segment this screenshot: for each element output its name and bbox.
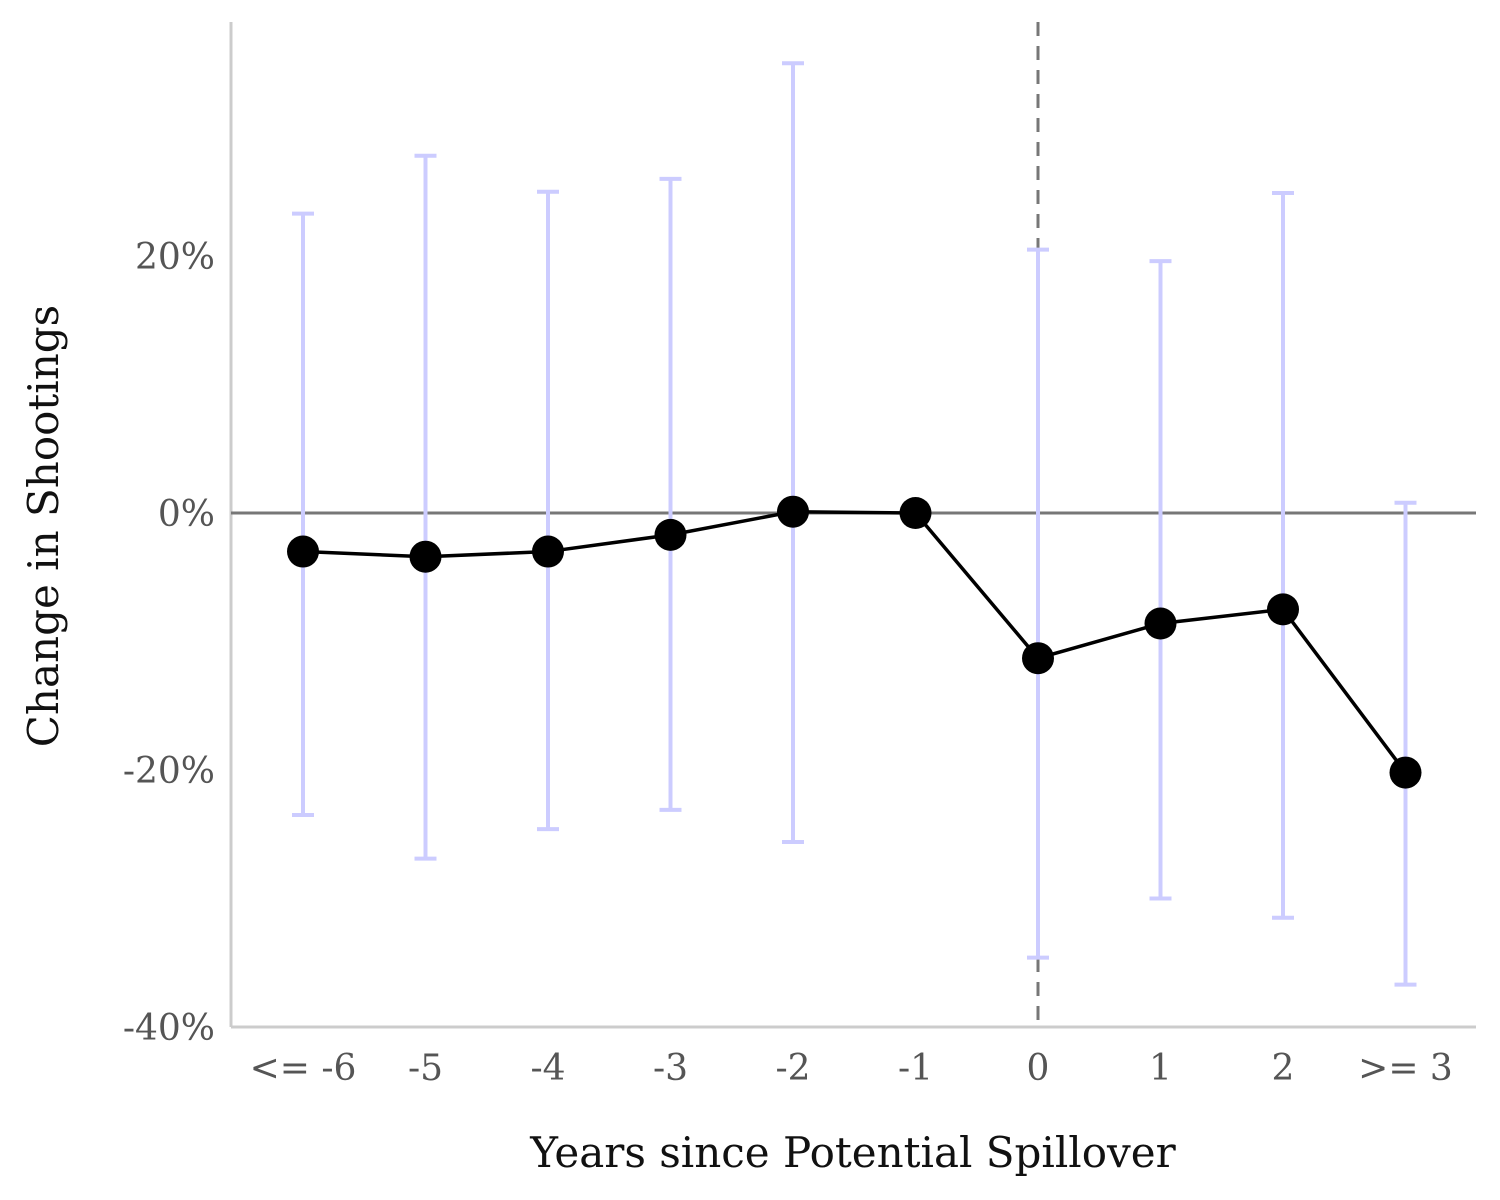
- data-point: [1144, 607, 1177, 640]
- data-point: [1022, 642, 1054, 675]
- error-bar: [1149, 259, 1172, 901]
- x-tick-label: -4: [530, 1048, 565, 1089]
- data-point: [1389, 756, 1422, 789]
- error-bar: [659, 176, 682, 812]
- error-bar: [1272, 191, 1294, 920]
- data-point: [1267, 593, 1299, 626]
- data-point: [409, 540, 442, 573]
- series: [287, 495, 1422, 789]
- error-bars: [292, 61, 1417, 987]
- y-tick-label: -40%: [123, 1008, 215, 1049]
- x-tick-label: <= -6: [250, 1048, 357, 1089]
- data-point: [654, 518, 687, 551]
- y-tick-label: 20%: [135, 237, 215, 278]
- data-point: [287, 535, 319, 568]
- error-bar: [414, 153, 437, 861]
- series-line: [302, 509, 1407, 774]
- error-bar: [1027, 247, 1049, 960]
- x-tick-label: -5: [408, 1048, 443, 1089]
- axes: [229, 22, 1476, 1029]
- data-point: [899, 497, 932, 529]
- data-point: [777, 495, 809, 528]
- x-tick-label: -3: [653, 1048, 688, 1089]
- x-tick-label: -2: [775, 1048, 810, 1089]
- y-tick-label: 0%: [158, 494, 215, 535]
- x-tick-label: 2: [1272, 1048, 1295, 1089]
- error-bar: [292, 211, 314, 817]
- x-tick-label: -1: [898, 1048, 933, 1089]
- error-bar: [1394, 500, 1417, 987]
- error-bar: [537, 189, 559, 832]
- error-bar: [782, 61, 804, 844]
- y-tick-label: -20%: [123, 751, 215, 792]
- y-axis-title: Change in Shootings: [19, 305, 68, 747]
- tick-labels: 20% 0% -20% -40% <= -6 -5 -4 -3 -2 -1 0 1 2 >= 3: [123, 237, 1453, 1089]
- x-axis-title: Years since Potential Spillover: [529, 1128, 1176, 1177]
- reference-lines: [231, 22, 1476, 1027]
- x-tick-label: >= 3: [1358, 1048, 1453, 1089]
- data-point: [532, 535, 564, 568]
- x-tick-label: 1: [1149, 1048, 1172, 1089]
- x-tick-label: 0: [1027, 1048, 1050, 1089]
